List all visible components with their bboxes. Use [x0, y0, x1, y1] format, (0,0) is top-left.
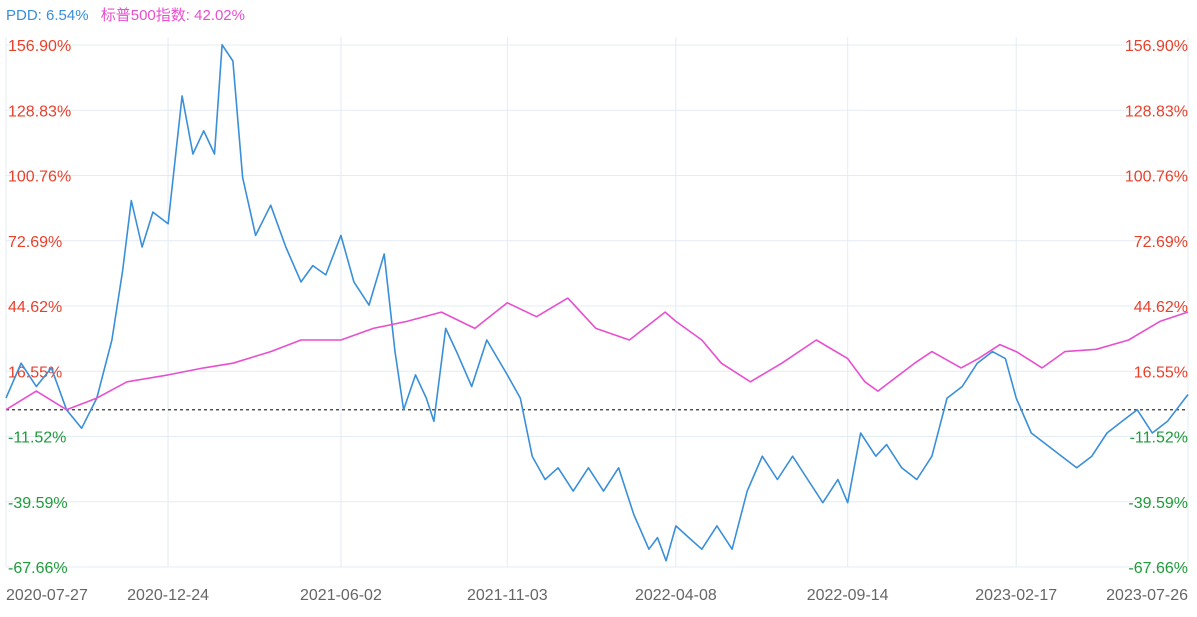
y-tick-label-right: -39.59%	[1128, 495, 1188, 512]
y-tick-label-right: 72.69%	[1134, 234, 1188, 251]
legend-pdd: PDD: 6.54%	[6, 7, 89, 24]
chart-legend: PDD: 6.54% 标普500指数: 42.02%	[6, 4, 253, 25]
legend-pdd-name: PDD	[6, 7, 38, 24]
y-tick-label-right: 100.76%	[1125, 169, 1188, 186]
y-tick-label-left: 44.62%	[8, 299, 62, 316]
y-tick-label-left: 128.83%	[8, 103, 71, 120]
y-tick-label-right: -67.66%	[1128, 560, 1188, 577]
y-tick-label-right: 156.90%	[1125, 38, 1188, 55]
x-axis: 2020-07-27 2020-12-24 2021-06-02 2021-11-03…	[6, 587, 1188, 604]
x-tick-label: 2021-06-02	[300, 587, 382, 604]
x-tick-label: 2022-04-08	[635, 587, 717, 604]
y-tick-label-right: 16.55%	[1134, 364, 1188, 381]
series-line-sp500	[5, 297, 1189, 411]
x-tick-label: 2021-11-03	[467, 587, 548, 604]
y-tick-label-left: 156.90%	[8, 38, 71, 55]
x-tick-label: 2023-02-17	[975, 587, 1057, 604]
y-axis-right: 156.90% 128.83% 100.76% 72.69% 44.62% 16.55% -…	[1125, 38, 1188, 577]
x-tick-label: 2023-07-26	[1106, 587, 1188, 604]
series-group	[5, 44, 1189, 562]
y-tick-label-left: 100.76%	[8, 169, 71, 186]
x-tick-label: 2020-12-24	[127, 587, 209, 604]
legend-sp500: 标普500指数: 42.02%	[100, 7, 245, 24]
x-tick-label: 2020-07-27	[6, 587, 88, 604]
x-tick-label: 2022-09-14	[807, 587, 889, 604]
y-tick-label-left: 16.55%	[8, 364, 62, 381]
legend-sp500-value: 42.02%	[194, 7, 245, 24]
grid-lines	[5, 37, 1189, 568]
y-tick-label-right: 128.83%	[1125, 103, 1188, 120]
y-tick-label-left: -39.59%	[8, 495, 68, 512]
y-tick-label-right: 44.62%	[1134, 299, 1188, 316]
legend-pdd-value: 6.54%	[46, 7, 89, 24]
series-line-pdd	[5, 44, 1189, 562]
y-tick-label-left: -11.52%	[8, 430, 66, 447]
y-axis-left: 156.90% 128.83% 100.76% 72.69% 44.62% 16.55% -…	[8, 38, 71, 577]
legend-sp500-name: 标普500指数	[100, 7, 186, 24]
y-tick-label-right: -11.52%	[1130, 430, 1188, 447]
y-tick-label-left: -67.66%	[8, 560, 68, 577]
y-tick-label-left: 72.69%	[8, 234, 62, 251]
